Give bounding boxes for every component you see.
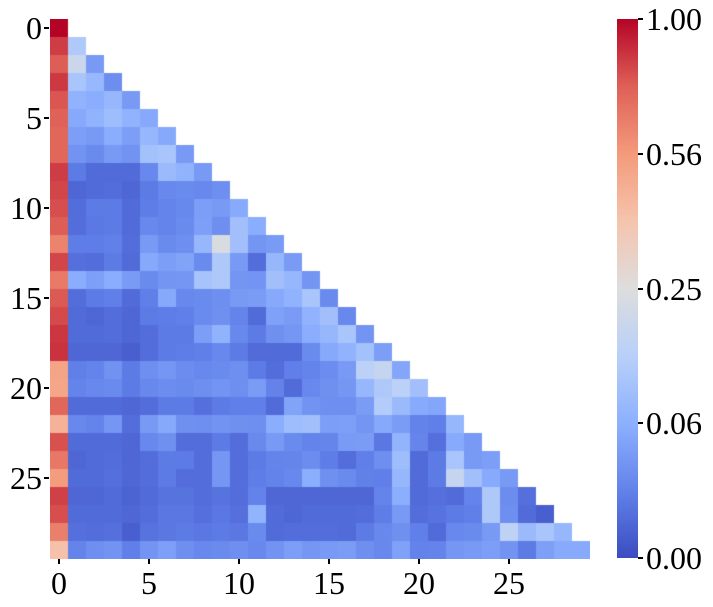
y-tick-label: 25 — [10, 460, 42, 496]
colorbar-tick-label: 0.00 — [646, 540, 702, 576]
y-tick-label: 20 — [10, 370, 42, 406]
x-tick-mark — [328, 559, 330, 564]
x-tick-label: 15 — [313, 565, 345, 601]
colorbar-tick-label: 0.56 — [646, 135, 702, 172]
colorbar-tick-mark — [638, 422, 643, 425]
x-tick-mark — [58, 559, 60, 564]
y-tick-label: 10 — [10, 190, 42, 226]
colorbar-tick-mark — [638, 287, 643, 290]
x-tick-mark — [148, 559, 150, 564]
y-tick-mark — [44, 387, 49, 389]
x-tick-mark — [418, 559, 420, 564]
heatmap-grid — [50, 19, 590, 559]
colorbar-tick-label: 0.06 — [646, 405, 702, 442]
x-tick-label: 10 — [223, 565, 255, 601]
colorbar — [617, 19, 638, 558]
y-tick-mark — [44, 117, 49, 119]
colorbar-tick-mark — [638, 557, 643, 559]
y-tick-label: 0 — [26, 10, 42, 46]
x-tick-label: 5 — [141, 565, 157, 601]
y-tick-label: 5 — [26, 100, 42, 136]
y-tick-mark — [44, 27, 49, 29]
x-tick-mark — [238, 559, 240, 564]
y-tick-mark — [44, 477, 49, 479]
x-tick-label: 20 — [403, 565, 435, 601]
colorbar-tick-label: 0.25 — [646, 270, 702, 307]
x-tick-label: 0 — [51, 565, 67, 601]
colorbar-tick-mark — [638, 152, 643, 155]
y-tick-mark — [44, 207, 49, 209]
y-tick-label: 15 — [10, 280, 42, 316]
y-tick-mark — [44, 297, 49, 299]
colorbar-tick-label: 1.00 — [646, 1, 702, 37]
x-tick-mark — [508, 559, 510, 564]
x-tick-label: 25 — [493, 565, 525, 601]
colorbar-tick-mark — [638, 18, 643, 20]
